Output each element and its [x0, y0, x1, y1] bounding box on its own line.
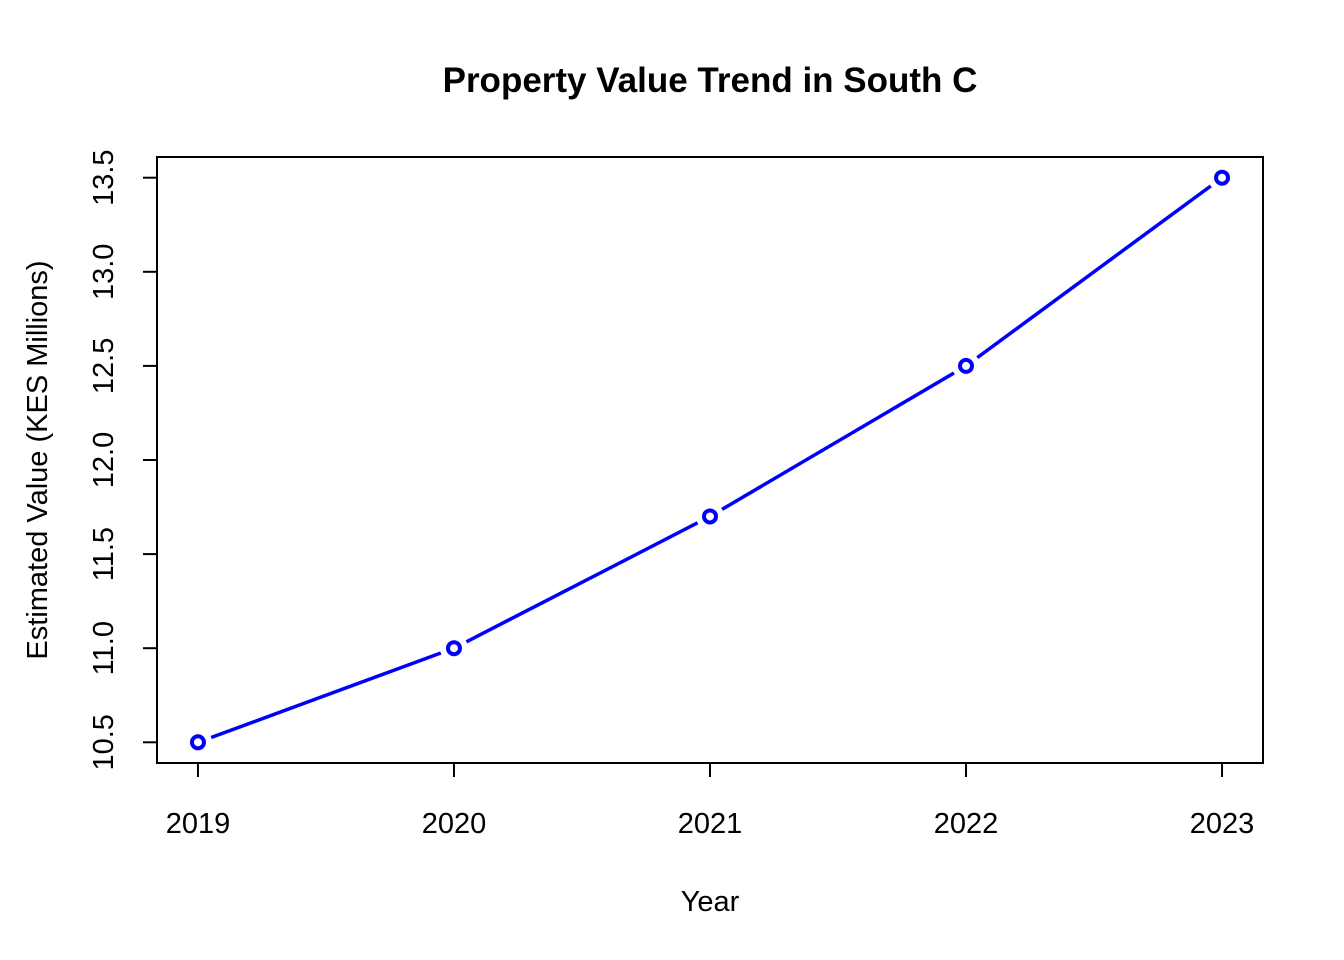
series-line-segment	[721, 371, 955, 511]
data-point	[189, 734, 206, 751]
data-point	[1214, 169, 1231, 186]
x-axis-label: Year	[681, 886, 740, 918]
y-axis: 10.5 11.0 11.5 12.0 12.5 13.0 13.5	[88, 149, 157, 771]
y-tick-label: 12.0	[88, 432, 120, 488]
series-line-segment	[976, 184, 1212, 360]
x-tick-label: 2020	[422, 808, 487, 840]
y-axis-label: Estimated Value (KES Millions)	[22, 260, 54, 659]
series-line-segment	[465, 521, 699, 644]
series-line-segment	[210, 651, 442, 740]
chart-title: Property Value Trend in South C	[443, 61, 978, 100]
x-tick-label: 2023	[1190, 808, 1255, 840]
plot-frame	[156, 156, 1264, 764]
data-point	[702, 508, 718, 525]
y-tick-label: 13.5	[88, 149, 120, 205]
y-tick-label: 12.5	[88, 338, 120, 394]
data-point	[445, 640, 462, 657]
series-layer	[189, 169, 1231, 751]
x-tick-label: 2019	[166, 808, 231, 840]
y-tick-label: 11.5	[88, 527, 120, 581]
x-axis: 2019 2020 2021 2022 2023	[166, 763, 1255, 840]
y-tick-label: 13.0	[88, 244, 120, 300]
data-point	[958, 357, 975, 374]
y-tick-label: 10.5	[88, 714, 120, 770]
x-tick-label: 2022	[934, 808, 999, 840]
x-tick-label: 2021	[678, 808, 743, 840]
y-tick-label: 11.0	[88, 621, 120, 675]
